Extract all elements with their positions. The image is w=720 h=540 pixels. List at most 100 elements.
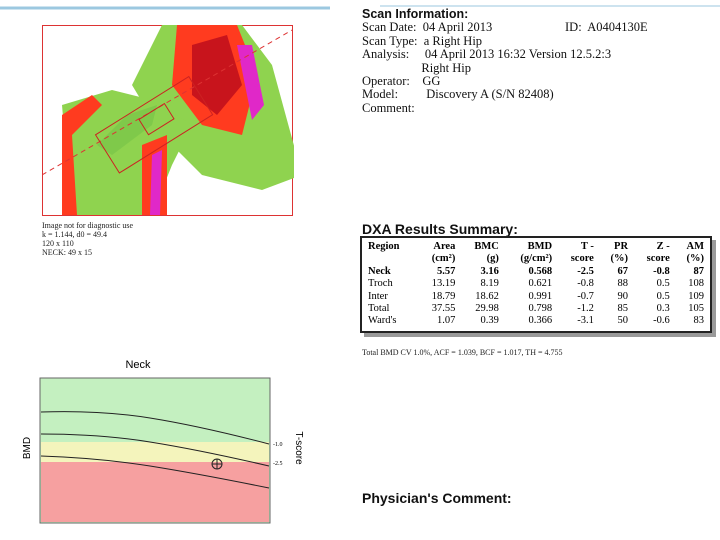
info-line: Scan Date: 04 April 2013 xyxy=(362,20,493,35)
cell: 0.798 xyxy=(528,303,553,315)
header-row: Region Area (cm²) BMC (g) BMD (g/cm²) T - score P… xyxy=(364,241,708,266)
info-line: Operator: GG xyxy=(362,74,441,89)
cell: 50 xyxy=(617,315,629,327)
id: ID: A0404130E xyxy=(565,20,648,34)
neck-chart: Neck BMD T-score -1.0 -2.5 xyxy=(22,359,304,524)
cell: 13.19 xyxy=(431,278,456,290)
cell: 18.62 xyxy=(475,290,499,302)
footnote: Total BMD CV 1.0%, ACF = 1.039, BCF = 1.… xyxy=(362,348,563,357)
note-line: NECK: 49 x 15 xyxy=(42,248,92,257)
row: Total 37.55 29.98 0.798 -1.2 85 0.3 105 xyxy=(364,303,708,315)
header-cell: Z - score xyxy=(632,241,674,266)
row: Inter 18.79 18.62 0.991 -0.7 90 0.5 109 xyxy=(364,291,708,303)
info-line: Comment: xyxy=(362,100,415,115)
cell: 0.366 xyxy=(528,315,553,327)
header-text: (g) xyxy=(486,253,499,265)
info-lines: Scan Date: 04 April 2013 Scan Type: a Rig… xyxy=(362,20,612,115)
cell: 85 xyxy=(617,303,629,315)
header-text: (%) xyxy=(610,253,629,265)
physician-heading: Physician's Comment: xyxy=(362,490,512,506)
cell: 0.5 xyxy=(656,278,670,290)
cell: 0.3 xyxy=(656,303,670,315)
cell: -1.2 xyxy=(577,303,594,315)
cell: -3.1 xyxy=(577,315,594,327)
y-label: BMD xyxy=(22,437,33,459)
threshold: -2.5 xyxy=(273,461,283,467)
info-line: Model: Discovery A (S/N 82408) xyxy=(362,87,554,102)
header-text: Area xyxy=(433,241,456,252)
header-text: score xyxy=(646,253,670,265)
info-line: Scan Type: a Right Hip xyxy=(362,33,483,48)
cell: Neck xyxy=(368,265,391,277)
header-text: Region xyxy=(368,241,400,252)
row: Neck 5.57 3.16 0.568 -2.5 67 -0.8 87 xyxy=(364,266,708,278)
results-table: Region Area (cm²) BMC (g) BMD (g/cm²) T - score P… xyxy=(364,241,708,328)
cell: 88 xyxy=(617,278,629,290)
cell: 90 xyxy=(617,290,629,302)
cell: 18.79 xyxy=(431,290,456,302)
scan-id: ID: A0404130E xyxy=(565,20,648,34)
scan-information: Scan Information: Scan Date: 04 April 20… xyxy=(362,7,612,115)
cell: Ward's xyxy=(368,315,397,327)
header-text: BMC xyxy=(474,241,499,252)
note-line: Image not for diagnostic use xyxy=(42,221,134,230)
info-line: Right Hip xyxy=(362,60,472,75)
threshold: -1.0 xyxy=(273,442,283,448)
cell: 8.19 xyxy=(480,278,499,290)
cell: 108 xyxy=(688,278,704,290)
note-line: 120 x 110 xyxy=(42,239,74,248)
row: Troch 13.19 8.19 0.621 -0.8 88 0.5 108 xyxy=(364,278,708,290)
image-note: Image not for diagnostic use k = 1.144, d… xyxy=(42,221,133,257)
header-text: (cm²) xyxy=(431,253,456,265)
cell: 1.07 xyxy=(436,315,456,327)
header-cell: PR (%) xyxy=(598,241,632,266)
cell: 105 xyxy=(688,303,704,315)
header-text: Z - xyxy=(656,241,670,252)
cell: 87 xyxy=(693,265,705,277)
top-decoration xyxy=(0,5,720,10)
cell: 67 xyxy=(617,265,629,277)
row: Ward's 1.07 0.39 0.366 -3.1 50 -0.6 83 xyxy=(364,315,708,327)
header-cell: BMD (g/cm²) xyxy=(503,241,556,266)
cell: 5.57 xyxy=(436,265,456,277)
header-text: T - xyxy=(580,241,594,252)
header-text: score xyxy=(570,253,594,265)
cell: 109 xyxy=(688,290,704,302)
cell: -0.8 xyxy=(577,278,594,290)
cell: 3.16 xyxy=(480,265,499,277)
cell: Inter xyxy=(368,290,388,302)
cell: 0.5 xyxy=(656,290,670,302)
results-table-box: Region Area (cm²) BMC (g) BMD (g/cm²) T - score P… xyxy=(360,236,712,333)
cell: 37.55 xyxy=(431,303,456,315)
cell: Total xyxy=(368,303,390,315)
cell: -0.6 xyxy=(653,315,670,327)
note-line: k = 1.144, d0 = 49.4 xyxy=(42,230,108,239)
cell: -2.5 xyxy=(577,265,594,277)
chart-title: Neck xyxy=(125,359,151,371)
header-cell: Area (cm²) xyxy=(417,241,459,266)
header-text: (g/cm²) xyxy=(520,253,553,265)
cell: 0.39 xyxy=(480,315,499,327)
header-text: AM xyxy=(686,241,705,252)
cell: -0.8 xyxy=(653,265,670,277)
cell: 0.991 xyxy=(528,290,553,302)
header-text: PR xyxy=(614,241,629,252)
cell: 0.568 xyxy=(528,265,553,277)
scan-image xyxy=(42,25,294,216)
heading: Scan Information: xyxy=(362,7,469,21)
cell: 29.98 xyxy=(475,303,499,315)
cell: 83 xyxy=(693,315,705,327)
cell: -0.7 xyxy=(577,290,594,302)
results-heading: DXA Results Summary: xyxy=(362,221,518,237)
header-cell: Region xyxy=(364,241,417,266)
header-cell: AM (%) xyxy=(674,241,708,266)
cell: 0.621 xyxy=(528,278,553,290)
cell: Troch xyxy=(368,278,393,290)
header-cell: T - score xyxy=(556,241,598,266)
header-cell: BMC (g) xyxy=(459,241,503,266)
header-text: (%) xyxy=(686,253,705,265)
header-text: BMD xyxy=(527,241,553,252)
info-line: Analysis: 04 April 2013 16:32 Version 12… xyxy=(362,47,612,62)
right-label: T-score xyxy=(293,431,304,465)
